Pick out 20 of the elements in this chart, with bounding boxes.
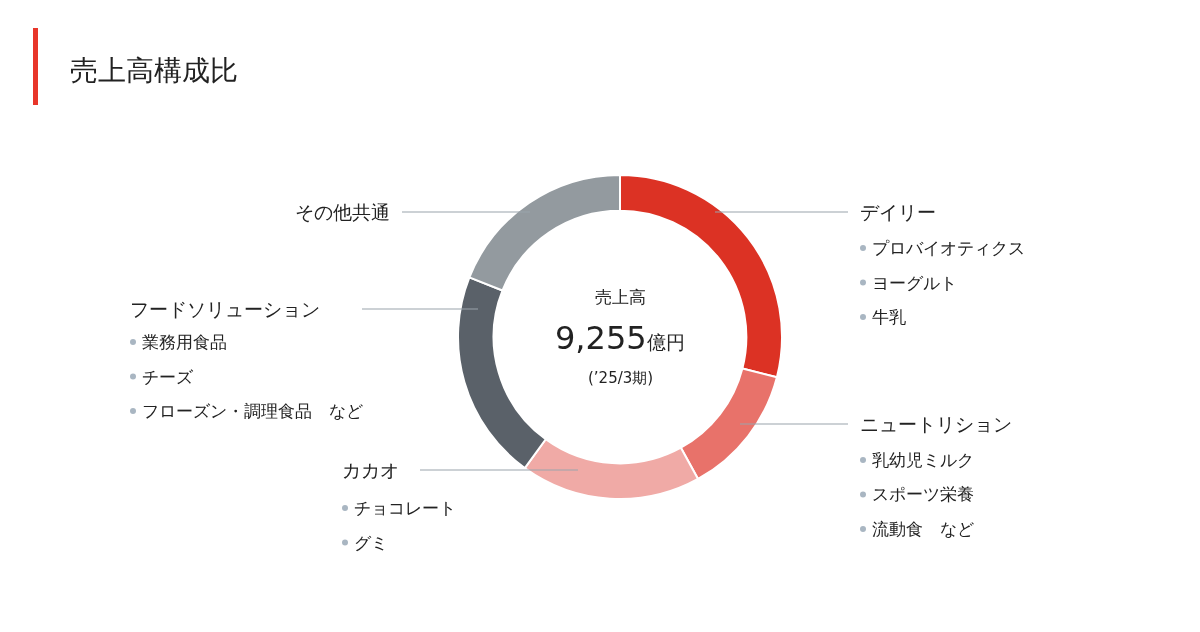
text: チーズ bbox=[142, 367, 194, 387]
slice-label: フードソリューション bbox=[130, 298, 320, 320]
text: フローズン・調理食品 など bbox=[142, 401, 363, 421]
slice-label: カカオ bbox=[342, 459, 399, 481]
text: (’25/3期) bbox=[588, 369, 654, 387]
text: グミ bbox=[354, 533, 388, 553]
text: 業務用食品 bbox=[142, 332, 227, 352]
text: 9,255億円 bbox=[555, 319, 685, 357]
text: 流動食 など bbox=[872, 519, 974, 539]
text: スポーツ栄養 bbox=[872, 484, 974, 504]
text: ヨーグルト bbox=[872, 273, 957, 293]
slice-label: デイリー bbox=[860, 201, 936, 223]
chart-title: 売上高構成比 bbox=[70, 54, 238, 87]
text: 牛乳 bbox=[872, 307, 906, 327]
text: 売上高 bbox=[595, 287, 646, 307]
text: プロバイオティクス bbox=[872, 238, 1025, 258]
slice-label: ニュートリション bbox=[860, 413, 1012, 435]
slice-label: その他共通 bbox=[295, 201, 390, 223]
text: チョコレート bbox=[354, 498, 456, 518]
text: 乳幼児ミルク bbox=[872, 450, 974, 470]
